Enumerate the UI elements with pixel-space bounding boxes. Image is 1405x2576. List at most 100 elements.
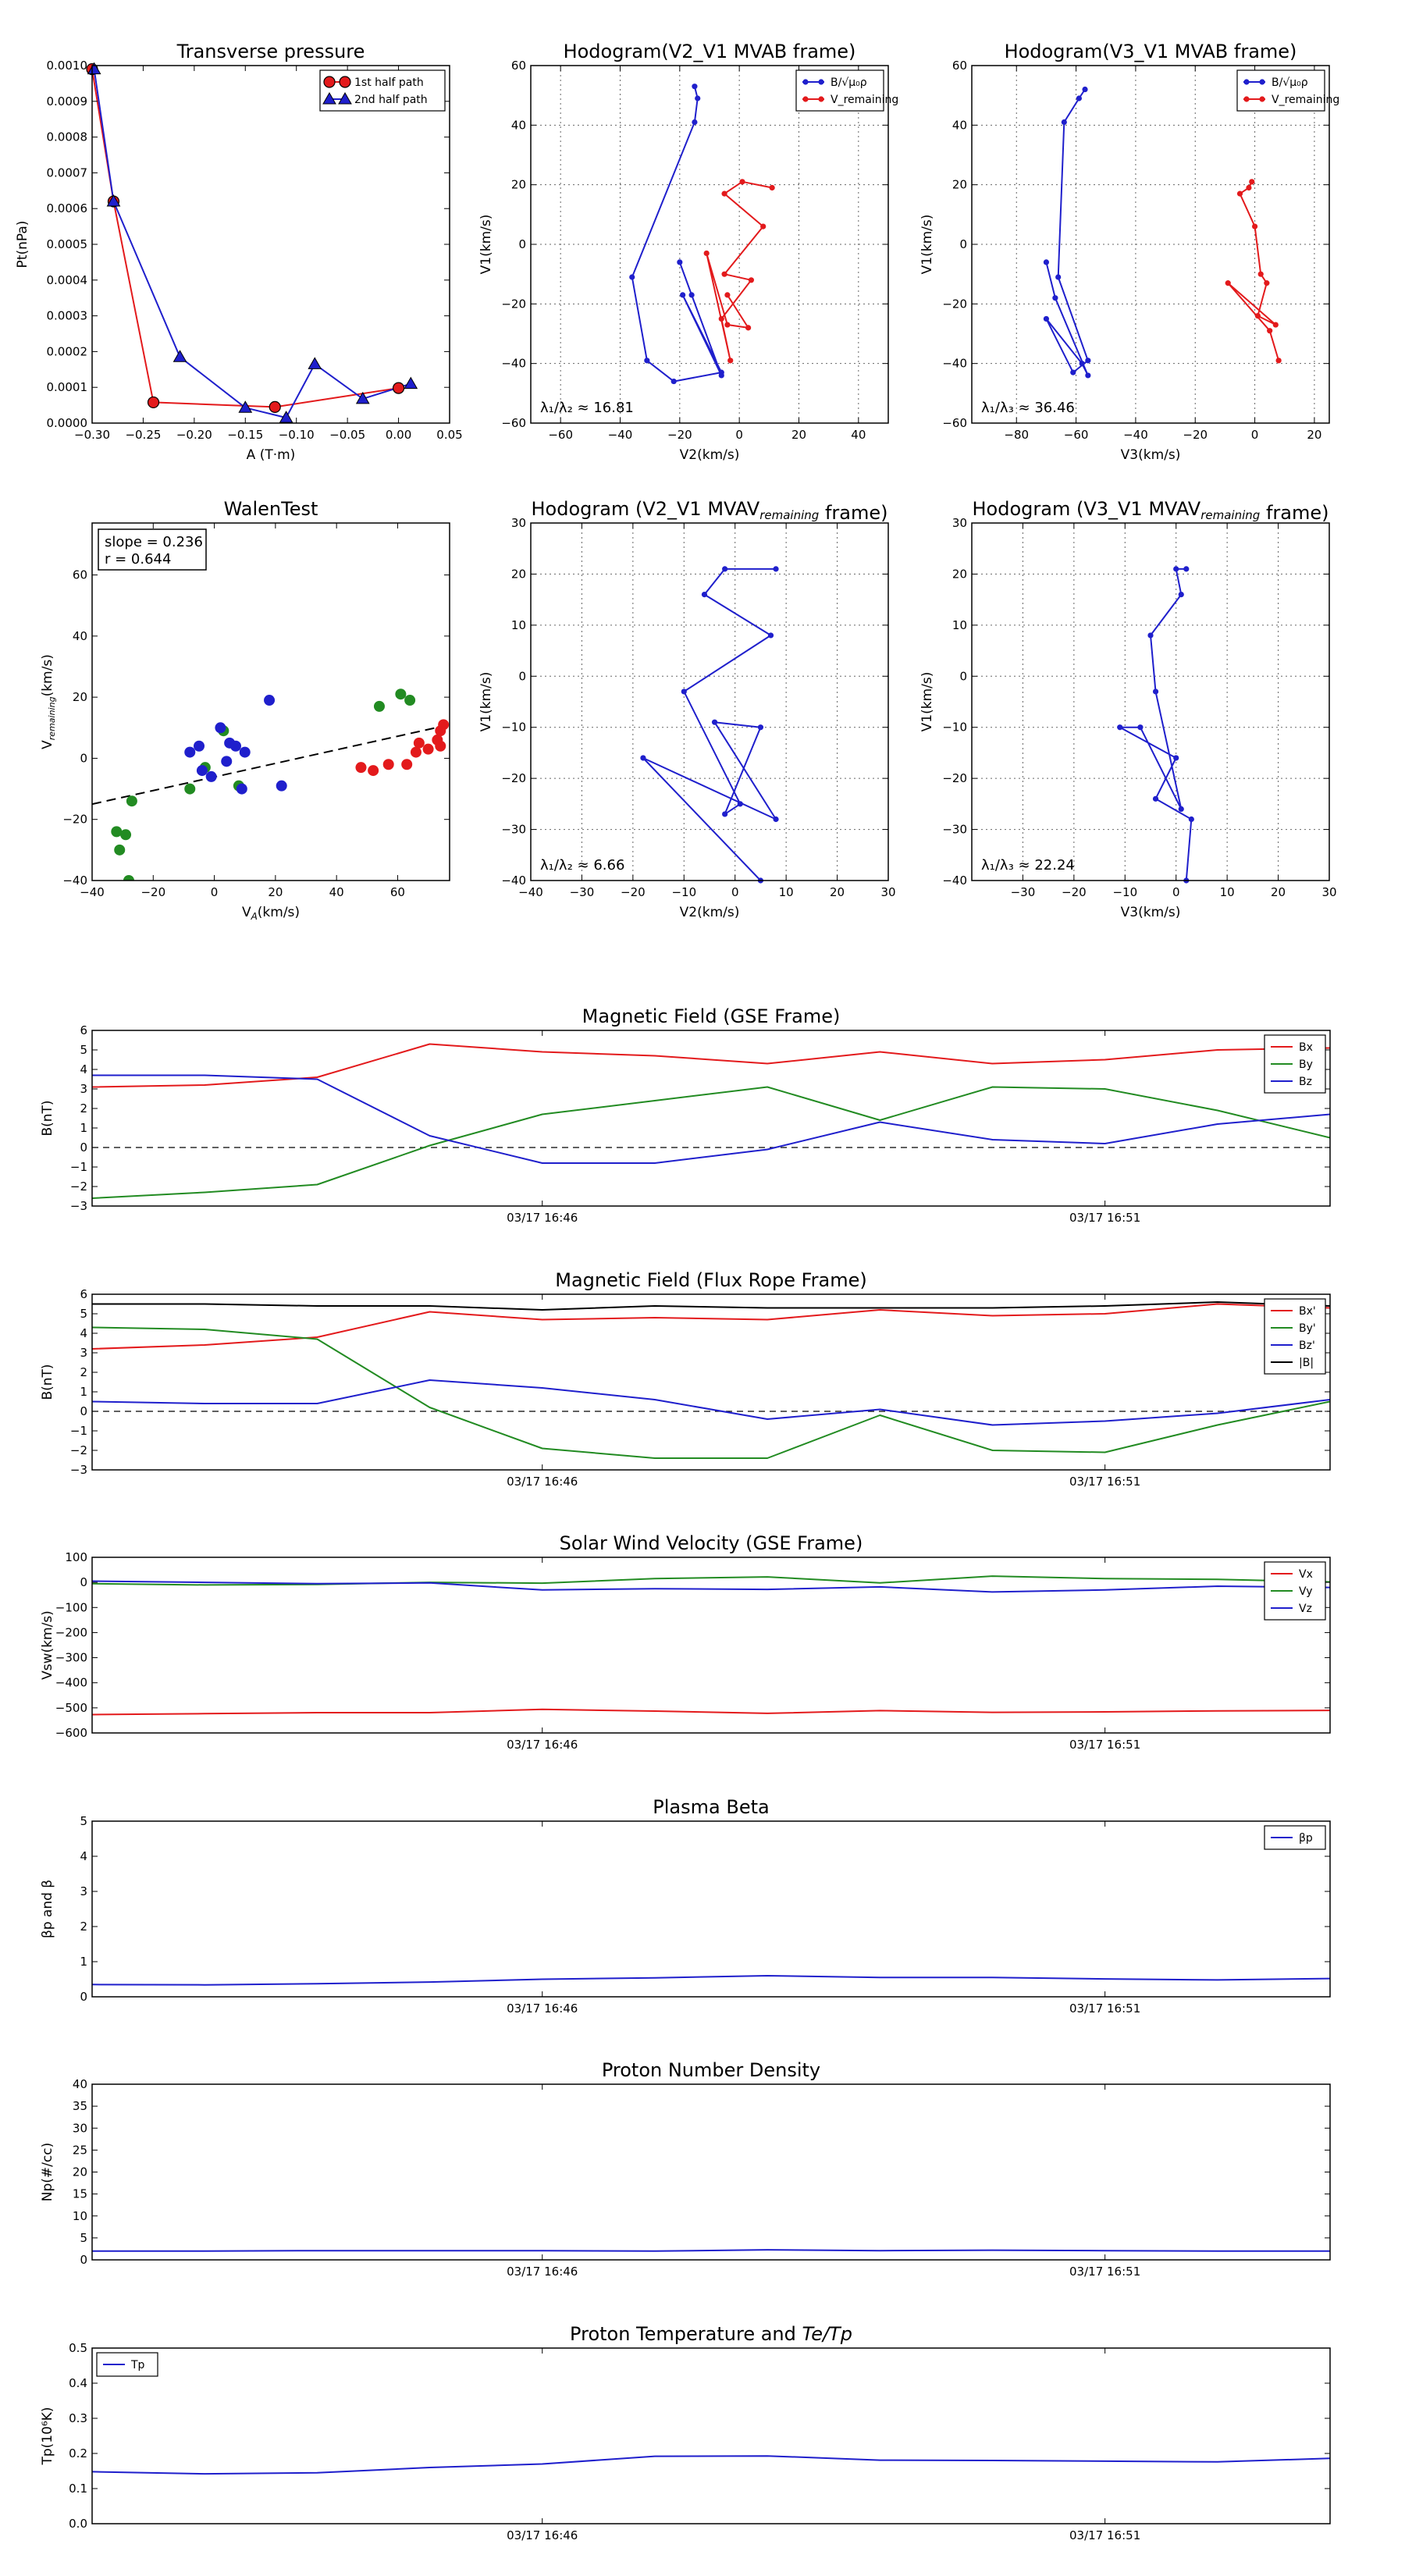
legend-label: 1st half path bbox=[354, 76, 424, 89]
y-tick-label: −40 bbox=[942, 357, 967, 371]
title-part: Magnetic Field (Flux Rope Frame) bbox=[555, 1269, 866, 1291]
data-point bbox=[722, 811, 728, 817]
x-tick-label: 0 bbox=[1172, 885, 1180, 899]
title-subscript: remaining bbox=[759, 508, 819, 522]
y-tick-label: 20 bbox=[73, 690, 87, 704]
y-tick-label: 0.0009 bbox=[47, 94, 88, 109]
y-tick-label: 10 bbox=[73, 2209, 87, 2223]
x-tick-label: 0 bbox=[731, 885, 739, 899]
y-axis-label: βp and β bbox=[40, 1880, 55, 1938]
y-tick-label: −20 bbox=[501, 297, 526, 311]
data-point bbox=[1152, 795, 1159, 802]
y-tick-label: 35 bbox=[73, 2099, 87, 2113]
chart-tp: −0.30 −0.25 −0.20 −0.15 −0.10 −0.05 0.00 0.05 0.… bbox=[15, 41, 463, 463]
x-axis-label: V2(km/s) bbox=[680, 905, 740, 920]
plot-area bbox=[631, 86, 773, 382]
series-line-Bz' bbox=[92, 1379, 1330, 1426]
data-point bbox=[1251, 223, 1258, 229]
y-tick-label: 0.0010 bbox=[47, 59, 88, 73]
plot-area bbox=[92, 1043, 1330, 1199]
chart-bgse: 03/17 16:46 03/17 16:51 −3 −2 −1 0 1 2 3 4 5 6 Magne… bbox=[40, 1005, 1331, 1225]
legend-marker bbox=[1243, 96, 1250, 102]
y-tick-label: −10 bbox=[942, 720, 967, 735]
data-point bbox=[106, 194, 121, 207]
y-axis-label: V1(km/s) bbox=[478, 215, 494, 275]
data-point bbox=[1152, 688, 1159, 695]
y-tick-label: −20 bbox=[62, 813, 87, 827]
title-part: Magnetic Field (GSE Frame) bbox=[582, 1005, 841, 1027]
data-point bbox=[739, 179, 745, 185]
data-point bbox=[644, 358, 650, 364]
x-tick-label: 20 bbox=[830, 885, 845, 899]
x-tick-label: −60 bbox=[548, 428, 573, 442]
y-tick-label: −3 bbox=[70, 1199, 87, 1213]
x-tick-label: −0.05 bbox=[329, 428, 365, 442]
data-point bbox=[773, 566, 779, 572]
plot-area bbox=[92, 1975, 1330, 1986]
title-part: frame) bbox=[1260, 502, 1329, 524]
chart-np: 03/17 16:46 03/17 16:51 0 5 10 15 20 25 30 35 40 Pr… bbox=[40, 2059, 1331, 2279]
x-tick-label: 03/17 16:46 bbox=[507, 1211, 578, 1225]
chart-beta: 03/17 16:46 03/17 16:51 0 1 2 3 4 5 Plasma Beta β… bbox=[40, 1796, 1331, 2016]
y-tick-label: 0.1 bbox=[69, 2482, 87, 2496]
legend-marker bbox=[1259, 96, 1265, 102]
y-tick-label: 20 bbox=[952, 567, 967, 581]
series-line-2nd half path bbox=[93, 69, 411, 419]
ratio-annotation: λ₁/λ₂ ≈ 16.81 bbox=[540, 400, 634, 416]
title-part: Plasma Beta bbox=[653, 1796, 769, 1818]
data-point bbox=[221, 756, 233, 767]
data-point bbox=[382, 759, 394, 770]
y-tick-label: 0.0004 bbox=[47, 273, 88, 287]
data-point bbox=[173, 350, 187, 362]
y-tick-label: 2 bbox=[80, 1365, 87, 1379]
x-tick-label: 20 bbox=[1271, 885, 1286, 899]
y-tick-label: 0 bbox=[80, 1404, 87, 1418]
legend-marker bbox=[818, 79, 824, 85]
y-tick-label: 0.0001 bbox=[47, 380, 88, 394]
data-point bbox=[718, 315, 724, 322]
legend-label: By' bbox=[1299, 1322, 1316, 1335]
plot-area bbox=[92, 2455, 1330, 2475]
x-tick-label: −40 bbox=[1123, 428, 1148, 442]
y-tick-label: −200 bbox=[55, 1625, 87, 1639]
y-tick-label: 0.4 bbox=[69, 2376, 87, 2390]
chart-title: Magnetic Field (Flux Rope Frame) bbox=[555, 1269, 866, 1291]
y-tick-label: −40 bbox=[501, 873, 526, 888]
y-tick-label: 1 bbox=[80, 1385, 87, 1399]
legend-label: βp bbox=[1299, 1832, 1313, 1845]
stats-text: slope = 0.236 bbox=[105, 534, 203, 550]
y-tick-label: 5 bbox=[80, 1814, 87, 1828]
chart-title: Hodogram(V2_V1 MVAB frame) bbox=[564, 41, 856, 62]
y-tick-label: 5 bbox=[80, 2231, 87, 2245]
chart-title: Hodogram (V2_V1 MVAVremaining frame) bbox=[532, 498, 888, 524]
title-subscript: remaining bbox=[1200, 508, 1260, 522]
stats-box-frame bbox=[98, 528, 207, 571]
series-line-By bbox=[92, 1086, 1330, 1199]
y-tick-label: 0.0007 bbox=[47, 165, 88, 180]
label-part: (km/s) bbox=[258, 905, 300, 920]
axes-frame bbox=[91, 1030, 1331, 1207]
data-point bbox=[757, 724, 764, 731]
data-point bbox=[184, 783, 196, 795]
data-point bbox=[1085, 358, 1091, 364]
y-axis-label: V1(km/s) bbox=[478, 672, 494, 732]
y-tick-label: 20 bbox=[511, 567, 526, 581]
x-tick-label: 40 bbox=[329, 885, 344, 899]
chart-h31: −80 −60 −40 −20 0 20 −60 −40 −20 0 20 40 60 Hodogram(… bbox=[919, 41, 1339, 463]
y-tick-label: 30 bbox=[511, 516, 526, 530]
series-line-blue bbox=[642, 568, 777, 881]
y-axis-label: B(nT) bbox=[40, 1364, 55, 1400]
y-tick-label: −30 bbox=[501, 823, 526, 837]
x-tick-label: 03/17 16:51 bbox=[1069, 1738, 1140, 1752]
y-tick-label: 25 bbox=[73, 2143, 87, 2157]
y-tick-label: 6 bbox=[80, 1287, 87, 1301]
y-tick-label: 30 bbox=[952, 516, 967, 530]
x-tick-label: 0 bbox=[1251, 428, 1259, 442]
data-point bbox=[355, 762, 367, 774]
data-point bbox=[760, 223, 767, 229]
series-line-B/√μ₀ρ bbox=[1045, 88, 1089, 376]
data-point bbox=[692, 119, 698, 126]
x-tick-label: −30 bbox=[1011, 885, 1036, 899]
